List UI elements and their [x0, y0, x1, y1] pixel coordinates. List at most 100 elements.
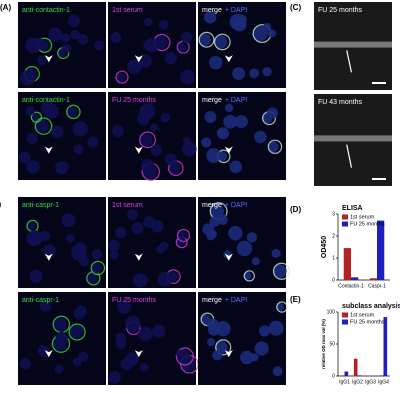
micrograph: FU 43 months — [314, 94, 392, 186]
cell — [205, 111, 217, 123]
legend-label: FU 25 months — [350, 319, 385, 325]
cell — [209, 56, 223, 70]
cell — [176, 350, 184, 358]
x-tick-label: IgG4 — [378, 379, 389, 385]
cell — [110, 251, 119, 260]
cell — [27, 230, 42, 245]
x-tick-label: Caspr-1 — [368, 283, 386, 289]
legend-label: 1st serum — [350, 312, 375, 318]
y-axis-label: OD450 — [321, 236, 328, 258]
cell — [263, 67, 272, 76]
image-label: merge — [202, 297, 222, 304]
panel-label: (B) — [0, 200, 1, 209]
cell — [74, 242, 86, 254]
cell — [26, 106, 35, 115]
cell — [108, 240, 120, 252]
bar — [341, 375, 345, 376]
cell — [66, 234, 75, 243]
bar — [345, 372, 349, 376]
cell — [272, 249, 281, 258]
cell — [140, 363, 149, 372]
y-tick-label: 0 — [332, 373, 335, 379]
cell — [237, 241, 253, 257]
bar — [351, 277, 358, 280]
image-label: anti-caspr-1 — [22, 297, 59, 304]
cell — [210, 216, 221, 227]
panel-label: (D) — [290, 205, 301, 214]
cell — [152, 325, 165, 338]
cell — [208, 230, 217, 239]
x-tick-label: IgG3 — [365, 379, 376, 385]
cell — [131, 222, 143, 234]
y-tick-label: 1 — [332, 255, 335, 261]
bar — [377, 221, 384, 280]
micrograph: FU 25 months — [108, 92, 197, 180]
cell — [48, 28, 62, 42]
cell — [73, 144, 83, 154]
panel-label: (A) — [0, 3, 11, 12]
image-bg — [198, 92, 286, 180]
cell — [151, 220, 164, 233]
cell — [30, 270, 43, 283]
chart-title: ELISA — [342, 205, 363, 212]
cell — [269, 321, 284, 336]
cell — [138, 327, 152, 341]
cell — [236, 15, 247, 26]
cell — [108, 371, 121, 384]
cell — [165, 52, 177, 64]
image-label: + DAPI — [225, 297, 247, 304]
x-tick-label: Contactin-1 — [338, 283, 364, 289]
cell — [207, 338, 215, 346]
cell — [215, 321, 230, 336]
cell — [206, 148, 221, 163]
cell — [249, 68, 259, 78]
micrograph: 1st serum — [108, 197, 196, 288]
image-label: FU 25 months — [112, 297, 156, 304]
cell — [157, 272, 172, 287]
x-tick-label: IgG2 — [352, 379, 363, 385]
cell — [267, 108, 278, 119]
image-label: + DAPI — [225, 7, 247, 14]
cell — [62, 43, 71, 52]
cell — [55, 365, 64, 374]
cell — [125, 316, 141, 332]
y-axis-label: relative OD max val (%) — [321, 319, 326, 369]
cell — [232, 67, 245, 80]
cell — [150, 123, 158, 131]
micrograph: anti-contactin-1 — [18, 2, 106, 88]
micrograph: merge+ DAPI — [198, 2, 286, 88]
micrograph: merge+ DAPI — [198, 197, 290, 288]
cell — [183, 137, 191, 145]
cell — [126, 352, 139, 365]
cell — [133, 273, 148, 288]
cell — [87, 136, 98, 147]
image-label: anti-caspr-1 — [22, 202, 59, 209]
image-label: anti-contactin-1 — [22, 7, 70, 14]
panel-label: (E) — [290, 295, 301, 304]
cell — [201, 137, 211, 147]
bar — [370, 278, 377, 280]
cell — [151, 145, 162, 156]
image-label: FU 43 months — [318, 99, 362, 106]
scale-bar — [372, 178, 386, 180]
legend-swatch — [342, 320, 348, 325]
cell — [254, 131, 266, 143]
legend-label: FU 25 months — [350, 221, 385, 227]
y-tick-label: 50 — [329, 341, 335, 347]
cell — [185, 146, 194, 155]
cell — [26, 160, 39, 173]
cell — [94, 40, 104, 50]
cell — [143, 40, 153, 50]
cell — [263, 23, 271, 31]
cell — [20, 70, 36, 86]
cell — [161, 113, 171, 123]
scale-bar — [372, 82, 386, 84]
cell — [159, 20, 169, 30]
y-tick-label: 0 — [332, 277, 335, 283]
cell — [27, 133, 38, 144]
y-tick-label: 2 — [332, 233, 335, 239]
cell — [165, 153, 177, 165]
cell — [137, 112, 150, 125]
cell — [32, 37, 44, 49]
y-tick-label: 100 — [327, 309, 336, 315]
